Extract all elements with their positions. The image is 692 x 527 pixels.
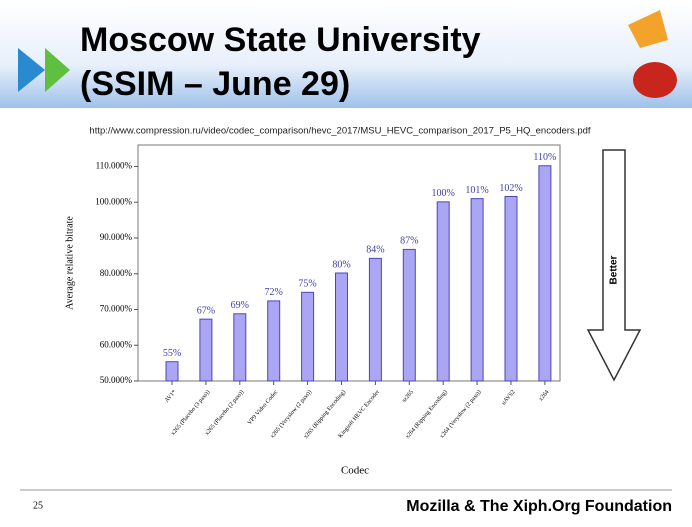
x-tick-label: x265 (Placebo (2 pass))	[203, 389, 245, 437]
mozilla-icon	[633, 62, 677, 98]
logo	[45, 48, 70, 92]
y-tick-label: 70.000%	[100, 304, 133, 314]
y-tick-label: 80.000%	[100, 268, 133, 278]
logo	[18, 48, 45, 92]
bar	[233, 313, 247, 382]
bar	[335, 272, 348, 382]
value-label: 80%	[332, 259, 350, 270]
y-tick-label: 110.000%	[96, 161, 133, 171]
value-label: 67%	[197, 305, 215, 316]
bar	[538, 165, 552, 382]
value-label: 87%	[400, 236, 418, 247]
bar	[301, 291, 315, 382]
bar	[504, 195, 518, 382]
value-label: 101%	[465, 185, 488, 196]
bar	[368, 257, 382, 382]
plot-frame	[137, 144, 561, 382]
header-background	[0, 0, 692, 108]
value-label: 69%	[231, 300, 249, 311]
bar	[199, 318, 213, 382]
bar	[470, 198, 484, 382]
better-arrow	[586, 149, 642, 382]
page-number: 25	[33, 500, 43, 511]
bar	[436, 201, 450, 382]
value-label: 84%	[366, 245, 384, 256]
x-tick-label: x264	[538, 389, 550, 402]
y-tick-label: 50.000%	[100, 375, 133, 385]
x-tick-label: x265 (Placebo (3 pass))	[170, 389, 212, 437]
value-label: 110%	[533, 152, 556, 163]
bar	[165, 361, 179, 382]
y-tick-label: 90.000%	[100, 232, 133, 242]
x-tick-label: VP9 Video Codec	[247, 389, 280, 426]
source-url: http://www.compression.ru/video/codec_co…	[89, 126, 590, 137]
footer-text: Mozilla & The Xiph.Org Foundation	[406, 498, 672, 515]
bar	[267, 300, 281, 382]
value-label: 100%	[432, 188, 455, 199]
slide-title: Moscow State University	[80, 21, 481, 59]
y-tick-label: 60.000%	[100, 339, 133, 349]
bar	[402, 248, 416, 382]
y-tick-label: 100.000%	[95, 196, 132, 206]
value-label: 75%	[298, 279, 316, 290]
x-tick-label: uAVS2	[501, 389, 517, 406]
x-tick-label: sz265	[401, 389, 415, 404]
x-axis-label: Codec	[341, 465, 369, 477]
arrow-label: Better	[609, 255, 620, 284]
fish-icon	[628, 10, 668, 48]
value-label: 55%	[163, 348, 181, 359]
slide-title: (SSIM – June 29)	[80, 65, 350, 103]
value-label: 102%	[499, 183, 522, 194]
value-label: 72%	[265, 287, 283, 298]
x-tick-label: AV1*	[164, 389, 178, 404]
y-axis-label: Average relative bitrate	[64, 216, 75, 310]
